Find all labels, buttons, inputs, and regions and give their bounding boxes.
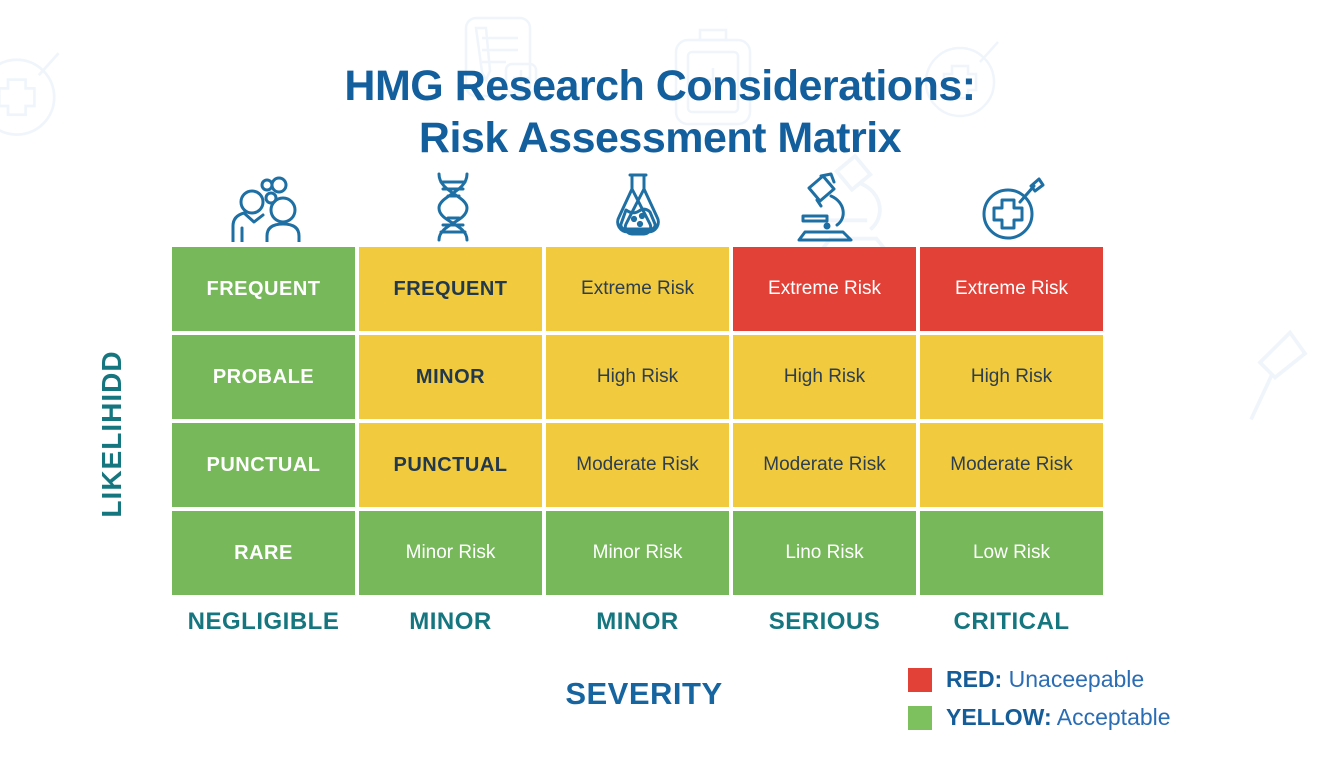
legend-swatch-green	[908, 705, 932, 730]
matrix-cell: Extreme Risk	[546, 247, 729, 331]
category-icon-row	[172, 168, 1103, 242]
matrix-cell: High Risk	[546, 335, 729, 419]
legend-item: YELLOW: Acceptable	[908, 704, 1171, 731]
matrix-cell: Extreme Risk	[920, 247, 1103, 331]
matrix-cell: Extreme Risk	[733, 247, 916, 331]
legend-swatch-red	[908, 667, 932, 692]
watermark-target-cross-icon	[912, 30, 1012, 135]
severity-column-labels: NEGLIGIBLE MINOR MINOR SERIOUS CRITICAL	[172, 608, 1103, 636]
legend-label: RED: Unaceepable	[946, 666, 1144, 693]
column-label: MINOR	[596, 608, 679, 635]
medical-target-icon	[920, 168, 1103, 242]
matrix-cell: High Risk	[920, 335, 1103, 419]
column-label: CRITICAL	[953, 608, 1070, 635]
matrix-cell: Moderate Risk	[920, 423, 1103, 507]
watermark-pin-icon	[1230, 300, 1320, 445]
matrix-cell: PUNCTUAL	[359, 423, 542, 507]
matrix-cell: High Risk	[733, 335, 916, 419]
y-axis-label: LIKELIHIDD	[96, 350, 127, 518]
matrix-cell: MINOR	[359, 335, 542, 419]
matrix-cell: Minor Risk	[546, 511, 729, 595]
title-line2: Risk Assessment Matrix	[418, 114, 902, 163]
legend: RED: Unaceepable YELLOW: Acceptable	[908, 666, 1171, 731]
matrix-cell: PROBALE	[172, 335, 355, 419]
legend-term: RED:	[946, 666, 1003, 692]
page-title: HMG Research Considerations: Risk Assess…	[5, 60, 1315, 165]
legend-item: RED: Unaceepable	[908, 666, 1171, 693]
watermark-document-icon	[448, 8, 548, 123]
matrix-cell: Minor Risk	[359, 511, 542, 595]
legend-description: Acceptable	[1056, 704, 1171, 730]
legend-label: YELLOW: Acceptable	[946, 704, 1171, 731]
column-label: SERIOUS	[768, 608, 881, 635]
risk-matrix: FREQUENT FREQUENT Extreme Risk Extreme R…	[172, 247, 1103, 595]
matrix-cell: Moderate Risk	[546, 423, 729, 507]
legend-term: YELLOW:	[946, 704, 1052, 730]
matrix-cell: PUNCTUAL	[172, 423, 355, 507]
matrix-cell: Moderate Risk	[733, 423, 916, 507]
matrix-cell: FREQUENT	[172, 247, 355, 331]
matrix-cell: Lino Risk	[733, 511, 916, 595]
dna-icon	[359, 168, 542, 242]
watermark-target-cross-icon	[0, 40, 74, 155]
people-icon	[172, 168, 355, 242]
title-line1: HMG Research Considerations:	[344, 62, 976, 110]
matrix-cell: FREQUENT	[359, 247, 542, 331]
microscope-icon	[733, 168, 916, 242]
column-label: MINOR	[409, 608, 492, 635]
flask-icon	[546, 168, 729, 242]
legend-description: Unaceepable	[1008, 666, 1145, 692]
column-label: NEGLIGIBLE	[187, 608, 340, 635]
matrix-cell: Low Risk	[920, 511, 1103, 595]
matrix-cell: RARE	[172, 511, 355, 595]
watermark-medkit-icon	[658, 18, 768, 143]
x-axis-label: SEVERITY	[565, 676, 723, 711]
